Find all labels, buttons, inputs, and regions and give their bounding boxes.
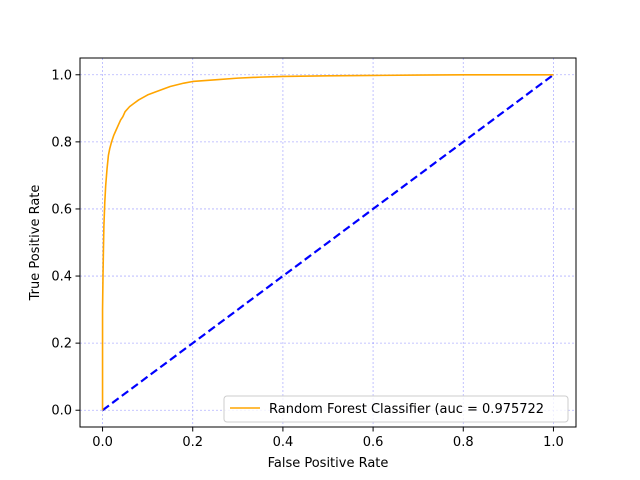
legend-box bbox=[223, 395, 569, 423]
plot-frame bbox=[79, 57, 577, 428]
x-tick-label: 0.4 bbox=[273, 435, 294, 450]
x-tick-label: 0.2 bbox=[182, 435, 203, 450]
y-tick-label: 0.6 bbox=[51, 202, 72, 217]
y-tick-label: 0.8 bbox=[51, 135, 72, 150]
series-layer bbox=[101, 73, 555, 412]
y-axis-label: True Positive Rate bbox=[28, 185, 43, 302]
legend: Random Forest Classifier (auc = 0.975722 bbox=[223, 395, 569, 423]
x-tick-label: 0.6 bbox=[363, 435, 384, 450]
x-tick-label: 0.8 bbox=[453, 435, 474, 450]
y-tick-label: 0.4 bbox=[51, 270, 72, 285]
x-tick-label: 0.0 bbox=[92, 435, 113, 450]
grid-lines bbox=[80, 58, 576, 427]
y-tick-label: 1.0 bbox=[51, 68, 72, 83]
legend-label-random-forest: Random Forest Classifier (auc = 0.975722 bbox=[269, 402, 544, 417]
series-line-diagonal bbox=[101, 73, 555, 412]
x-tick-label: 1.0 bbox=[543, 435, 564, 450]
x-axis-label: False Positive Rate bbox=[268, 456, 389, 471]
y-tick-label: 0.0 bbox=[51, 404, 72, 419]
y-tick-label: 0.2 bbox=[51, 337, 72, 352]
series-line-random-forest bbox=[101, 73, 554, 411]
tick-layer: 0.0 0.2 0.4 0.6 0.8 1.0 0.0 0.2 0.4 0.6 0.8 1.0 bbox=[51, 68, 563, 450]
